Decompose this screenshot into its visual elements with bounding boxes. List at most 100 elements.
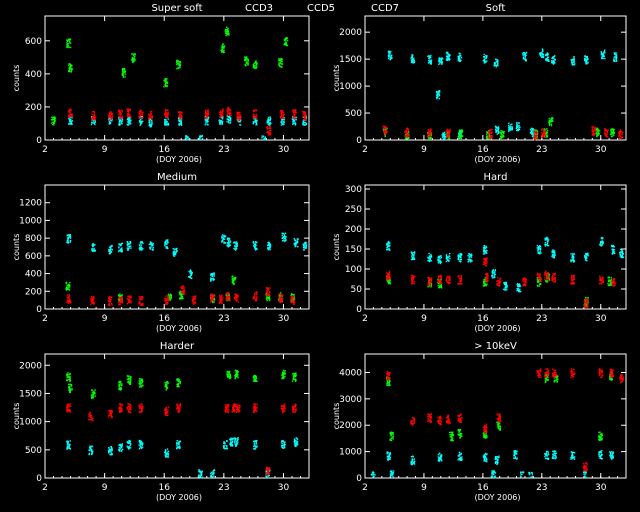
data-point — [446, 128, 448, 131]
data-point — [487, 134, 490, 137]
data-point — [92, 122, 94, 124]
data-point — [255, 109, 257, 111]
data-point — [165, 112, 167, 114]
data-point — [305, 242, 308, 244]
data-point — [488, 129, 490, 132]
data-point — [211, 299, 214, 301]
data-point — [124, 73, 127, 75]
data-point — [227, 114, 229, 116]
data-point — [411, 281, 413, 284]
data-point — [142, 120, 144, 122]
data-point — [193, 302, 195, 304]
data-point — [244, 56, 246, 58]
data-point — [234, 298, 237, 301]
data-point — [441, 134, 443, 136]
data-point — [180, 124, 183, 126]
y-tick-label: 1200 — [19, 199, 42, 209]
data-point — [54, 117, 56, 119]
data-point-cluster — [595, 127, 601, 138]
data-point — [544, 242, 547, 244]
data-point — [438, 286, 441, 289]
data-point — [108, 296, 110, 298]
data-point-cluster — [410, 251, 416, 261]
data-point — [447, 276, 450, 279]
data-point — [302, 121, 305, 123]
data-point-cluster — [487, 128, 493, 139]
data-point — [128, 295, 131, 297]
legend: CCD3 CCD5 CCD7 — [245, 3, 399, 14]
data-point — [107, 303, 110, 306]
data-point — [150, 246, 152, 248]
data-point — [446, 275, 449, 278]
data-point — [468, 256, 471, 258]
data-point — [150, 123, 152, 126]
data-point — [236, 296, 238, 298]
data-point — [550, 119, 552, 121]
data-point — [212, 301, 214, 303]
data-point — [502, 134, 504, 136]
data-point — [389, 279, 391, 281]
data-point-cluster — [198, 134, 204, 140]
data-point — [130, 247, 132, 249]
data-point — [282, 120, 285, 123]
data-point — [413, 276, 415, 278]
data-point — [269, 243, 271, 246]
data-point — [457, 258, 459, 260]
data-point — [430, 54, 432, 57]
data-point — [304, 115, 306, 118]
data-point — [118, 121, 121, 123]
data-point — [227, 291, 230, 294]
data-point — [497, 132, 500, 134]
data-point — [269, 118, 272, 120]
data-point — [439, 276, 441, 278]
data-point-cluster — [126, 108, 132, 118]
data-point-cluster — [218, 294, 224, 304]
data-point — [532, 132, 534, 134]
y-axis-label: counts — [12, 234, 21, 261]
data-point-cluster — [457, 275, 463, 285]
data-point — [618, 131, 620, 133]
data-point — [206, 118, 208, 121]
data-point — [586, 60, 588, 62]
data-point — [584, 256, 586, 258]
data-point — [292, 303, 295, 305]
data-point — [284, 41, 287, 43]
data-point — [470, 256, 473, 258]
data-point — [108, 120, 110, 122]
data-point — [68, 70, 70, 72]
data-point — [292, 118, 294, 121]
data-point — [169, 295, 171, 297]
data-point — [211, 278, 213, 280]
data-point — [539, 245, 541, 247]
data-point — [279, 293, 281, 295]
data-point-cluster — [220, 43, 226, 54]
data-point — [447, 55, 449, 57]
data-point — [445, 260, 448, 263]
data-point-cluster — [548, 117, 554, 127]
data-point — [255, 299, 257, 301]
data-point — [165, 241, 167, 244]
data-point — [457, 58, 460, 60]
data-point — [503, 132, 505, 135]
data-point — [68, 115, 71, 118]
data-point — [428, 284, 431, 287]
x-tick-label: 23 — [218, 314, 229, 324]
data-point — [522, 53, 524, 55]
data-point — [447, 256, 449, 258]
data-point — [386, 246, 388, 249]
data-point — [439, 284, 441, 287]
data-point — [229, 121, 232, 123]
data-point — [518, 290, 521, 293]
data-point — [254, 292, 256, 295]
data-point — [294, 122, 296, 124]
data-point — [430, 136, 432, 139]
data-point — [140, 117, 142, 119]
data-point — [221, 240, 223, 242]
data-point — [91, 302, 93, 304]
data-point-cluster — [280, 116, 286, 126]
data-point — [290, 301, 292, 304]
data-point — [252, 115, 255, 117]
data-point — [618, 137, 621, 139]
data-point — [269, 129, 271, 132]
data-point — [252, 241, 255, 243]
